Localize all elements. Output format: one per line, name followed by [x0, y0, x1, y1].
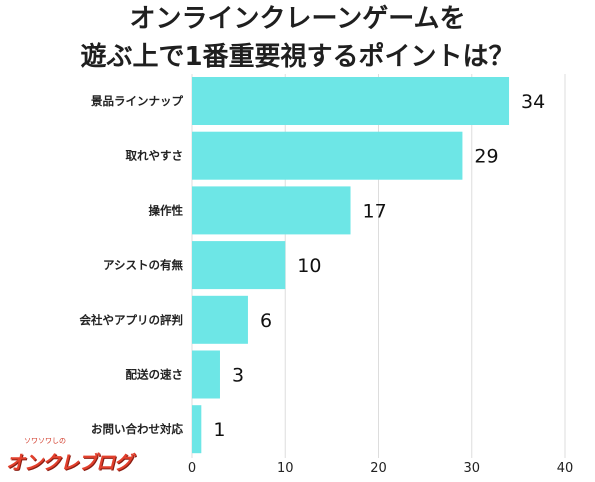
category-label: 配送の速さ [126, 368, 184, 382]
data-label: 3 [232, 365, 244, 387]
bar [192, 295, 248, 344]
data-label: 1 [213, 419, 225, 441]
data-label: 6 [260, 310, 272, 332]
logo-wordmark: オンクレブログ [6, 452, 133, 474]
category-label: お問い合わせ対応 [91, 422, 183, 436]
chart-title-line-1: オンラインクレーンゲームを [129, 4, 466, 34]
data-label: 34 [521, 91, 545, 113]
x-tick-label: 40 [557, 461, 574, 476]
category-label: 操作性 [149, 203, 184, 217]
x-tick-label: 20 [370, 461, 387, 476]
bar [192, 350, 220, 399]
bar [192, 241, 286, 290]
blog-logo: ソワソワしの オンクレブログ [4, 436, 144, 480]
chart-title-line-2: 遊ぶ上で1番重要視するポイントは？ [80, 42, 515, 72]
data-label: 17 [363, 200, 387, 222]
category-label: 会社やアプリの評判 [79, 313, 184, 327]
x-tick-label: 30 [463, 461, 480, 476]
logo-tagline: ソワソワしの [24, 437, 66, 445]
data-label: 10 [297, 255, 321, 277]
category-label: 景品ラインナップ [90, 94, 183, 108]
bar [192, 77, 510, 125]
bar [192, 186, 351, 235]
bar [192, 405, 202, 454]
x-tick-label: 10 [277, 461, 294, 476]
data-label: 29 [474, 146, 498, 168]
x-tick-label: 0 [188, 461, 196, 476]
bar [192, 131, 463, 180]
category-label: アシストの有無 [103, 258, 184, 272]
category-label: 取れやすさ [126, 149, 184, 163]
